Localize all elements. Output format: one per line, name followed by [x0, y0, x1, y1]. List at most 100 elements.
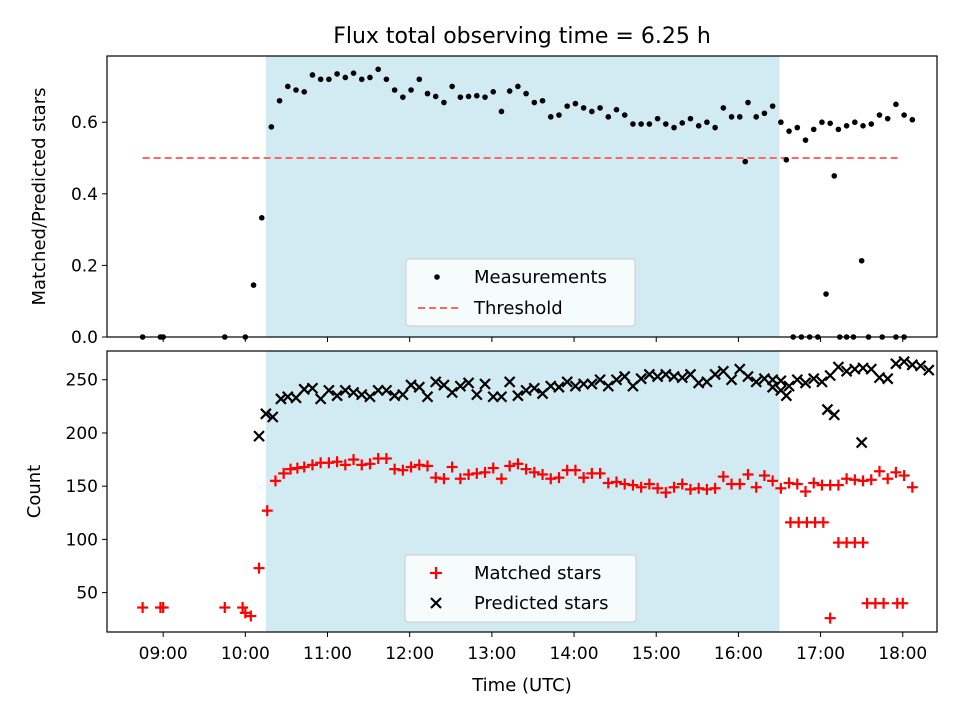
- matched-star-point: [421, 460, 433, 472]
- matched-star-point: [553, 472, 565, 484]
- measurement-point: [326, 76, 332, 83]
- measurement-point: [868, 121, 875, 127]
- predicted-star-point: [405, 379, 417, 391]
- measurement-point: [819, 119, 825, 126]
- matched-star-point: [269, 475, 281, 487]
- predicted-star-point: [561, 376, 573, 388]
- measurement-point: [736, 114, 743, 120]
- matched-star-point: [791, 478, 803, 490]
- measurement-point: [901, 112, 907, 118]
- matched-star-point: [906, 481, 918, 493]
- top-y-axis-label: Matched/Predicted stars: [29, 88, 50, 306]
- matched-star-point: [808, 477, 820, 489]
- measurement-point: [728, 114, 735, 120]
- predicted-star-point: [397, 388, 409, 401]
- matched-star-point: [742, 468, 754, 480]
- y-tick-label: 0.2: [71, 256, 98, 276]
- y-tick-label: 150: [66, 477, 98, 497]
- bottom-x-ticks: 09:00 10:00 11:00 12:00 13:00 14:00 15:00 16:00…: [139, 632, 927, 664]
- y-tick-label: 100: [66, 530, 98, 550]
- matched-star-point: [832, 479, 844, 491]
- predicted-star-point: [684, 368, 697, 381]
- measurement-point: [258, 214, 265, 221]
- measurement-point: [654, 115, 661, 122]
- measurement-point: [293, 87, 299, 93]
- matched-star-point: [594, 467, 606, 479]
- measurement-point: [858, 257, 865, 264]
- x-tick-label: 15:00: [632, 644, 681, 664]
- legend-measurements-marker: [434, 274, 440, 280]
- measurement-point: [638, 121, 644, 127]
- measurement-point: [284, 83, 291, 90]
- predicted-star-point: [610, 373, 623, 386]
- matched-star-point: [627, 479, 639, 491]
- predicted-star-point: [413, 381, 426, 393]
- legend-matched-marker: [430, 567, 442, 579]
- measurement-point: [753, 114, 760, 120]
- measurement-point: [424, 90, 431, 97]
- measurement-point: [276, 97, 283, 104]
- predicted-star-point: [355, 388, 368, 401]
- predicted-star-point: [253, 430, 265, 442]
- top-legend-box: [405, 258, 636, 327]
- measurement-point: [704, 119, 710, 126]
- measurement-point: [783, 157, 790, 163]
- x-tick-label: 09:00: [139, 644, 188, 664]
- matched-star-point: [537, 468, 549, 480]
- predicted-star-point: [855, 436, 868, 449]
- predicted-star-point: [602, 380, 615, 392]
- predicted-star-point: [791, 373, 804, 386]
- matched-star-point: [873, 465, 885, 477]
- measurement-point: [810, 126, 817, 133]
- x-tick-label: 16:00: [714, 644, 763, 664]
- measurement-point: [605, 114, 612, 120]
- measurement-point: [580, 105, 587, 111]
- matched-star-point: [520, 463, 532, 475]
- measurement-point: [416, 76, 423, 83]
- measurement-point: [408, 87, 414, 93]
- measurement-point: [564, 103, 570, 109]
- measurement-point: [449, 83, 455, 90]
- matched-star-point: [237, 602, 249, 614]
- measurement-point: [843, 123, 850, 129]
- measurement-point: [695, 123, 702, 129]
- predicted-star-point: [446, 386, 458, 399]
- matched-star-point: [512, 458, 524, 470]
- measurement-point: [309, 72, 316, 78]
- measurement-point: [515, 83, 521, 90]
- predicted-star-point: [314, 393, 327, 405]
- x-tick-label: 18:00: [878, 644, 927, 664]
- matched-star-point: [298, 461, 310, 473]
- matched-star-point: [897, 597, 909, 609]
- predicted-star-point: [725, 373, 738, 386]
- matched-star-point: [758, 470, 770, 482]
- matched-star-point: [800, 486, 812, 497]
- measurement-point: [597, 105, 603, 111]
- matched-star-point: [709, 482, 721, 494]
- matched-star-point: [569, 464, 581, 476]
- matched-star-point: [479, 466, 491, 478]
- predicted-star-point: [832, 361, 845, 373]
- matched-star-point: [898, 470, 910, 482]
- predicted-star-point: [339, 384, 352, 397]
- predicted-star-point: [824, 369, 836, 382]
- y-tick-label: 200: [66, 424, 98, 444]
- measurement-point: [301, 88, 308, 95]
- matched-star-point: [157, 602, 169, 614]
- matched-star-point: [495, 473, 507, 485]
- matched-star-point: [750, 481, 762, 493]
- matched-star-point: [865, 474, 877, 486]
- matched-star-point: [253, 562, 265, 574]
- measurement-point: [367, 74, 373, 81]
- x-tick-label: 11:00: [303, 644, 352, 664]
- predicted-star-point: [709, 368, 721, 381]
- predicted-star-point: [594, 373, 606, 386]
- predicted-star-point: [676, 371, 689, 384]
- measurement-point: [876, 112, 883, 118]
- y-tick-label: 0.0: [71, 328, 98, 348]
- y-tick-label: 0.6: [71, 113, 98, 133]
- measurement-point: [621, 112, 628, 118]
- predicted-star-point: [923, 364, 935, 376]
- matched-star-point: [643, 478, 655, 490]
- x-tick-label: 17:00: [796, 644, 845, 664]
